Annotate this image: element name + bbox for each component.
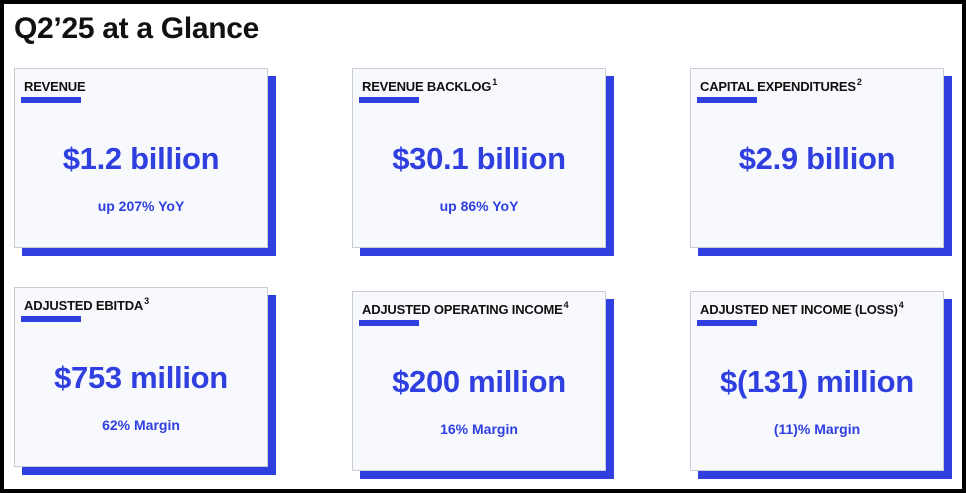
footnote-marker: 4 xyxy=(898,300,904,310)
metric-subtext: 62% Margin xyxy=(102,417,180,433)
card-body: ADJUSTED OPERATING INCOME4 $200 million … xyxy=(352,291,606,471)
metric-value: $2.9 billion xyxy=(738,141,896,176)
footnote-marker: 1 xyxy=(492,77,497,87)
metric-label-text: ADJUSTED NET INCOME (LOSS) xyxy=(700,302,898,317)
metric-value: $200 million xyxy=(392,364,566,399)
metric-card-capital-expenditures: CAPITAL EXPENDITURES2 $2.9 billion xyxy=(690,68,952,256)
metric-label-text: ADJUSTED OPERATING INCOME xyxy=(362,302,563,317)
metric-subtext: (11)% Margin xyxy=(773,421,861,437)
metric-card-revenue-backlog: REVENUE BACKLOG1 $30.1 billion up 86% Yo… xyxy=(352,68,614,256)
metric-subtext: 16% Margin xyxy=(440,421,518,437)
metric-label: CAPITAL EXPENDITURES2 xyxy=(700,77,862,94)
metric-label: REVENUE xyxy=(24,77,86,94)
card-body: REVENUE $1.2 billion up 207% YoY xyxy=(14,68,268,248)
metric-label-text: REVENUE BACKLOG xyxy=(362,79,492,94)
footnote-marker: 4 xyxy=(563,300,569,310)
metric-label: ADJUSTED OPERATING INCOME4 xyxy=(362,300,569,317)
metric-card-revenue: REVENUE $1.2 billion up 207% YoY xyxy=(14,68,276,256)
metric-subtext: up 207% YoY xyxy=(97,198,185,214)
card-body: REVENUE BACKLOG1 $30.1 billion up 86% Yo… xyxy=(352,68,606,248)
footnote-marker: 2 xyxy=(856,77,862,87)
metric-label: ADJUSTED NET INCOME (LOSS)4 xyxy=(700,300,904,317)
metric-subtext: up 86% YoY xyxy=(439,198,519,214)
metric-value: $753 million xyxy=(54,360,228,395)
accent-bar xyxy=(697,97,757,103)
metric-label: ADJUSTED EBITDA3 xyxy=(24,296,149,313)
footnote-marker: 3 xyxy=(144,296,149,306)
card-body: ADJUSTED EBITDA3 $753 million 62% Margin xyxy=(14,287,268,467)
accent-bar xyxy=(21,316,81,322)
metric-card-adjusted-operating-income: ADJUSTED OPERATING INCOME4 $200 million … xyxy=(352,291,614,479)
metric-value: $30.1 billion xyxy=(392,141,566,176)
metric-card-adjusted-net-income: ADJUSTED NET INCOME (LOSS)4 $(131) milli… xyxy=(690,291,952,479)
accent-bar xyxy=(359,320,419,326)
accent-bar xyxy=(21,97,81,103)
accent-bar xyxy=(359,97,419,103)
slide: Q2’25 at a Glance REVENUE $1.2 billion u… xyxy=(4,4,962,489)
metric-value: $1.2 billion xyxy=(62,141,220,176)
metric-label-text: ADJUSTED EBITDA xyxy=(24,298,144,313)
page-title: Q2’25 at a Glance xyxy=(14,12,260,45)
card-body: CAPITAL EXPENDITURES2 $2.9 billion xyxy=(690,68,944,248)
metric-label: REVENUE BACKLOG1 xyxy=(362,77,497,94)
accent-bar xyxy=(697,320,757,326)
metric-label-text: REVENUE xyxy=(24,79,86,94)
metric-value: $(131) million xyxy=(720,364,914,399)
card-body: ADJUSTED NET INCOME (LOSS)4 $(131) milli… xyxy=(690,291,944,471)
metric-card-adjusted-ebitda: ADJUSTED EBITDA3 $753 million 62% Margin xyxy=(14,287,276,475)
metric-label-text: CAPITAL EXPENDITURES xyxy=(700,79,856,94)
